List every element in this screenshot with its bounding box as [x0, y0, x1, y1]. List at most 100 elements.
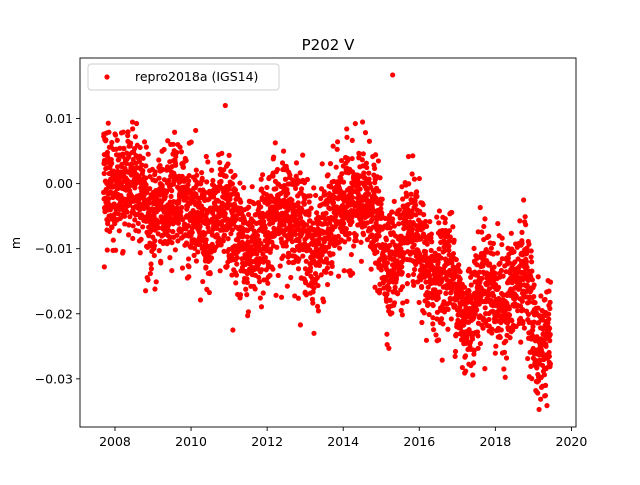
data-point	[446, 300, 453, 306]
data-point	[405, 272, 411, 279]
data-point	[386, 345, 392, 351]
plot-frame	[79, 57, 577, 428]
data-point	[260, 172, 266, 178]
data-point	[206, 289, 212, 296]
data-point	[222, 210, 228, 217]
data-point	[189, 229, 195, 235]
data-point	[534, 334, 540, 340]
data-point	[308, 205, 314, 211]
data-point	[341, 268, 347, 274]
data-point	[267, 199, 273, 205]
data-point	[490, 251, 496, 257]
data-points	[100, 72, 554, 413]
data-point	[329, 263, 335, 269]
data-point	[505, 255, 511, 261]
data-point	[506, 306, 512, 312]
data-point	[384, 291, 390, 297]
data-point	[203, 264, 209, 270]
data-point	[258, 204, 264, 210]
data-point	[166, 177, 172, 184]
data-point	[265, 280, 271, 286]
data-point	[202, 231, 208, 237]
data-point	[151, 243, 158, 249]
data-point	[519, 240, 525, 246]
data-point	[376, 188, 382, 194]
data-point	[273, 186, 279, 192]
data-point	[119, 161, 125, 167]
data-point	[261, 218, 267, 225]
data-point	[153, 279, 159, 285]
data-point	[542, 382, 549, 388]
data-point	[300, 152, 306, 158]
data-point	[377, 287, 383, 293]
data-point	[203, 237, 209, 243]
data-point	[524, 245, 530, 251]
data-point	[430, 327, 437, 333]
data-point	[538, 293, 544, 299]
data-point	[536, 406, 542, 413]
data-point	[349, 219, 355, 225]
data-point	[367, 180, 373, 186]
data-point	[193, 127, 199, 134]
data-point	[384, 331, 390, 337]
data-point	[318, 272, 324, 278]
data-point	[365, 191, 372, 197]
data-point	[209, 241, 215, 248]
data-point	[122, 221, 128, 227]
data-point	[474, 307, 480, 313]
data-point	[422, 218, 429, 225]
data-point	[359, 157, 365, 163]
data-point	[546, 353, 552, 359]
data-point	[410, 271, 417, 278]
data-point	[434, 214, 440, 220]
data-point	[348, 251, 354, 258]
data-point	[218, 178, 224, 184]
data-point	[239, 256, 245, 262]
data-point	[360, 232, 367, 238]
data-point	[390, 216, 396, 222]
data-point	[452, 348, 459, 355]
data-point	[178, 149, 185, 155]
data-point	[335, 273, 342, 279]
data-point	[104, 149, 110, 155]
data-point	[145, 151, 151, 157]
y-axis-ticks: 0.01 0.00 −0.01 −0.02 −0.03	[35, 111, 80, 386]
legend-entry: repro2018a (IGS14)	[135, 69, 258, 84]
data-point	[244, 292, 250, 298]
data-point	[499, 235, 505, 241]
data-point	[547, 279, 554, 285]
data-point	[445, 326, 451, 332]
data-point	[470, 372, 476, 378]
data-point	[343, 226, 349, 232]
data-point	[487, 261, 493, 267]
data-point	[546, 311, 552, 317]
data-point	[484, 257, 490, 264]
data-point	[535, 305, 541, 311]
data-point	[234, 254, 240, 261]
data-point	[544, 403, 550, 409]
data-point	[398, 246, 404, 252]
data-point	[489, 330, 495, 336]
data-point	[335, 233, 341, 239]
data-point	[497, 260, 503, 266]
data-point	[178, 209, 184, 215]
data-point	[438, 316, 445, 322]
data-point	[425, 284, 431, 290]
data-point	[126, 222, 132, 228]
data-point	[224, 263, 230, 269]
data-point	[142, 288, 149, 294]
data-point	[106, 196, 112, 202]
data-point	[316, 235, 323, 241]
data-point	[341, 220, 347, 226]
data-point	[296, 256, 302, 262]
data-point	[416, 299, 422, 306]
data-point	[471, 348, 477, 354]
data-point	[391, 300, 398, 306]
data-point	[370, 207, 376, 213]
data-point	[316, 239, 322, 245]
data-point	[499, 241, 505, 248]
data-point	[366, 170, 372, 176]
data-point	[353, 232, 359, 238]
data-point	[292, 213, 298, 219]
